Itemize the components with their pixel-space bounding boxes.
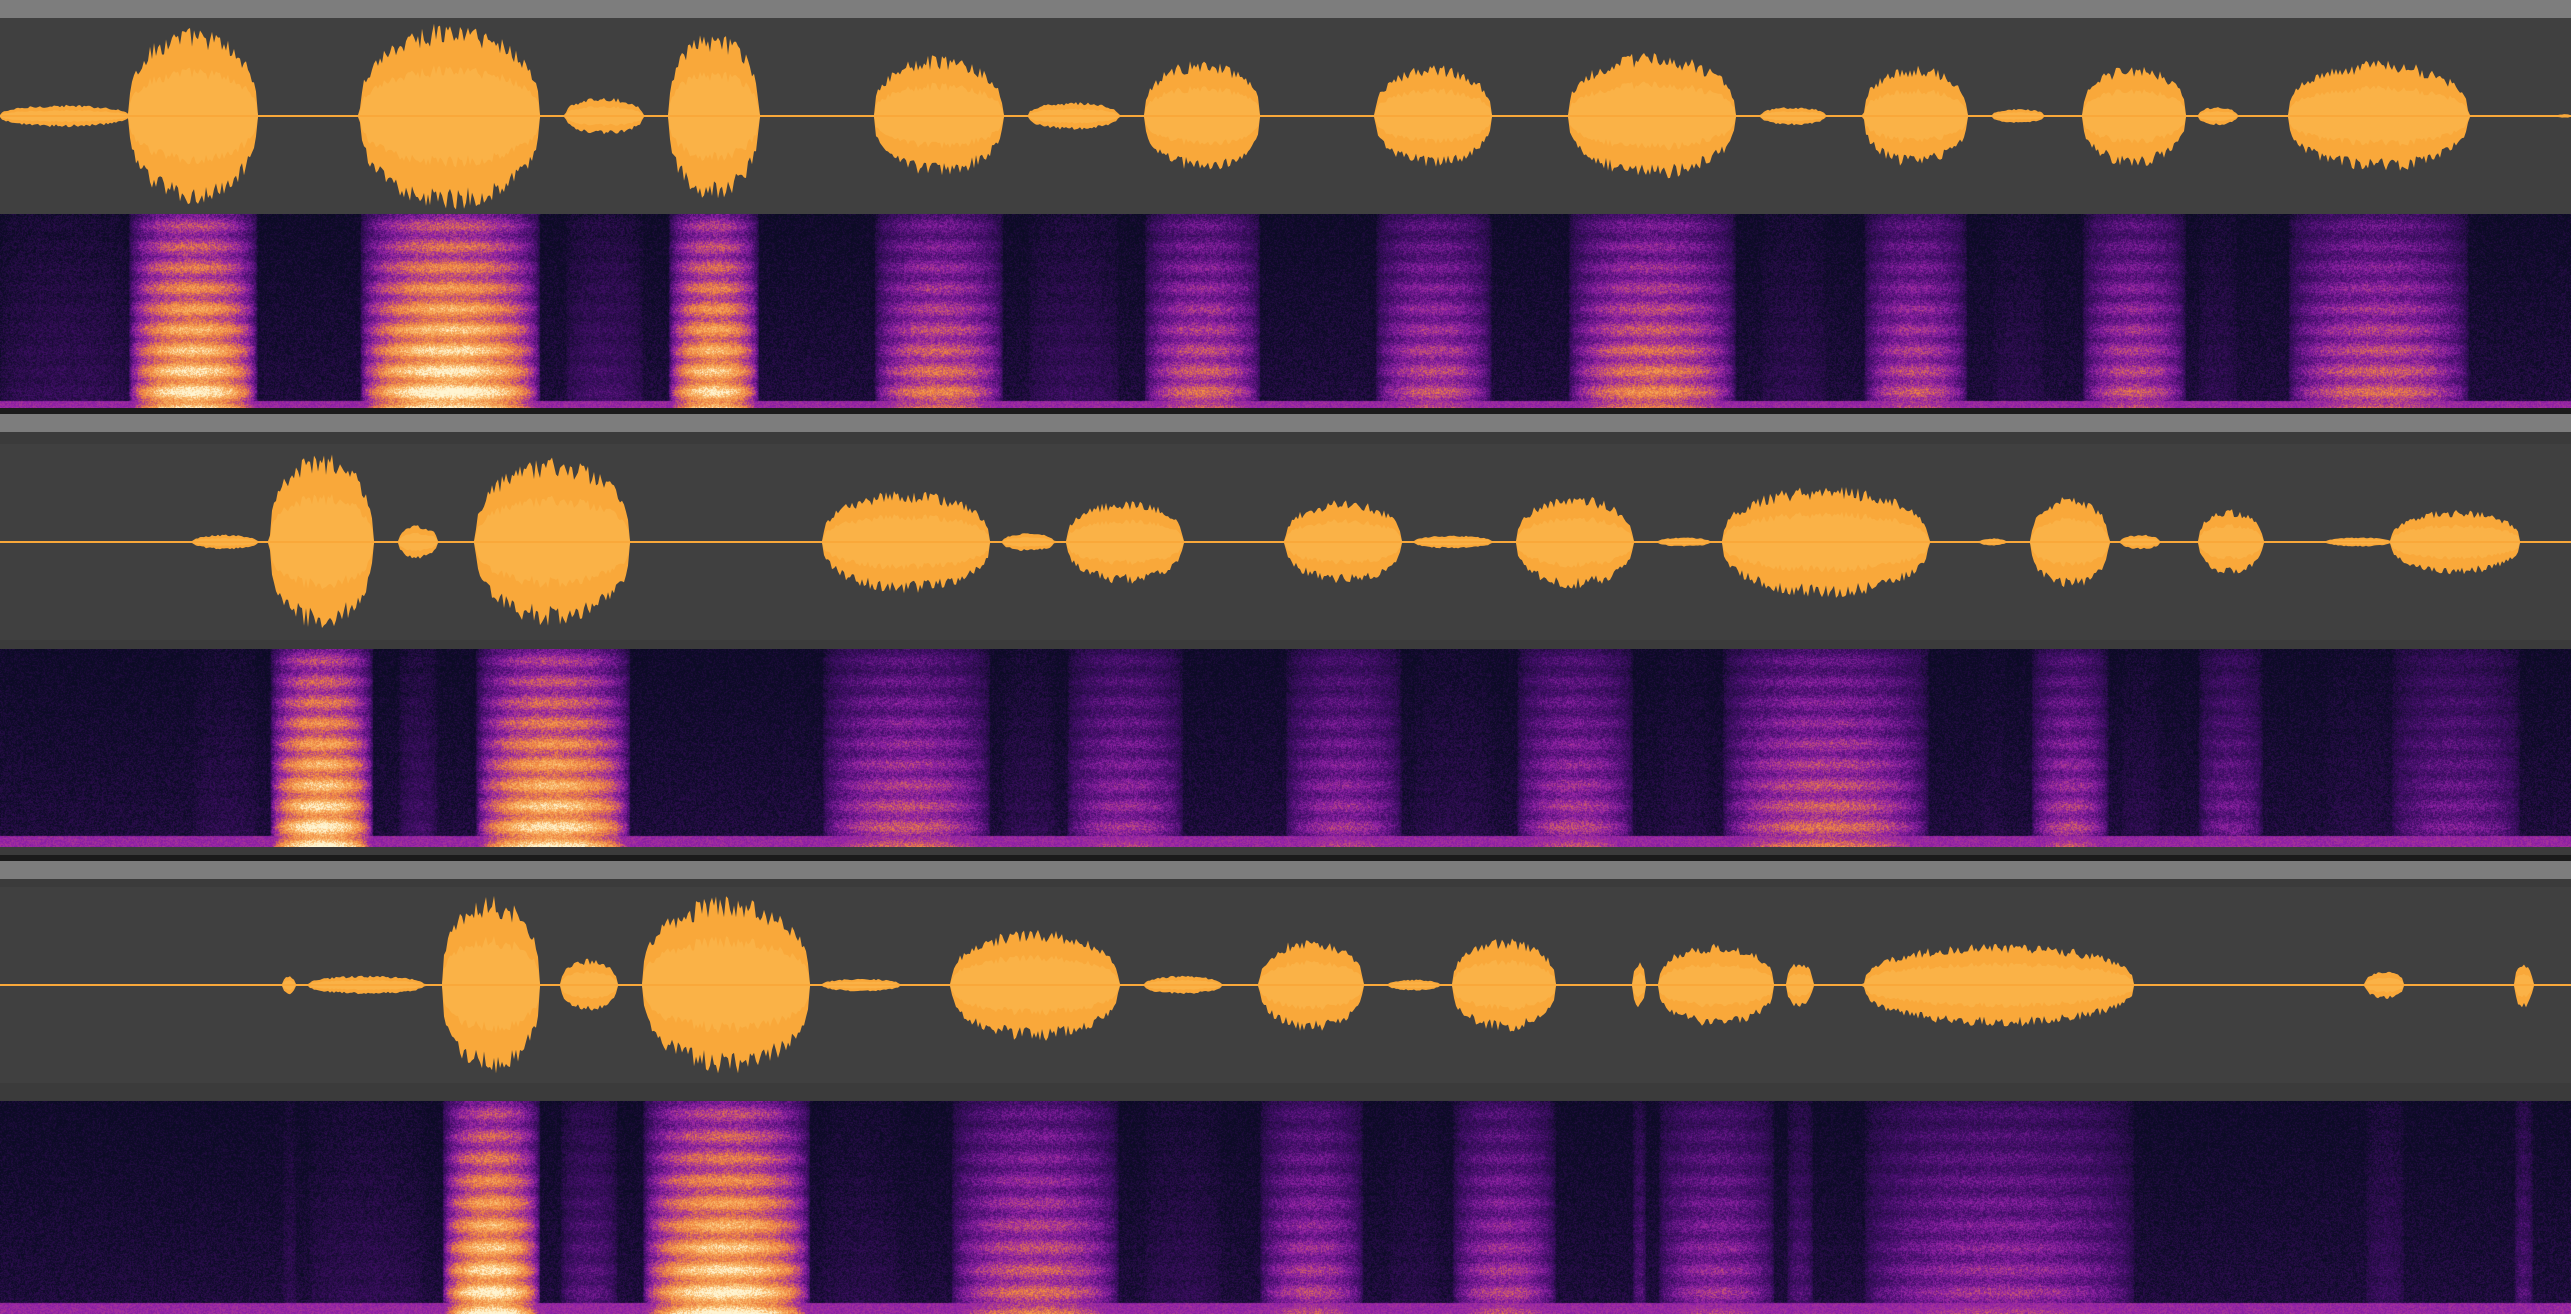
audio-track-3[interactable]: [0, 861, 2571, 1314]
waveform-view-1[interactable]: [0, 18, 2571, 214]
audio-track-1[interactable]: [0, 0, 2571, 414]
spectrogram-view-1[interactable]: [0, 214, 2571, 412]
waveform-view-2[interactable]: [0, 444, 2571, 640]
waveform-view-3[interactable]: [0, 887, 2571, 1083]
track-header-1[interactable]: [0, 0, 2571, 18]
track-header-2[interactable]: [0, 414, 2571, 432]
track-header-3[interactable]: [0, 861, 2571, 879]
track-separator-2: [0, 855, 2571, 861]
spectrogram-view-3[interactable]: [0, 1101, 2571, 1314]
spectrogram-view-2[interactable]: [0, 649, 2571, 847]
audio-track-2[interactable]: [0, 414, 2571, 861]
track-separator-1: [0, 408, 2571, 414]
